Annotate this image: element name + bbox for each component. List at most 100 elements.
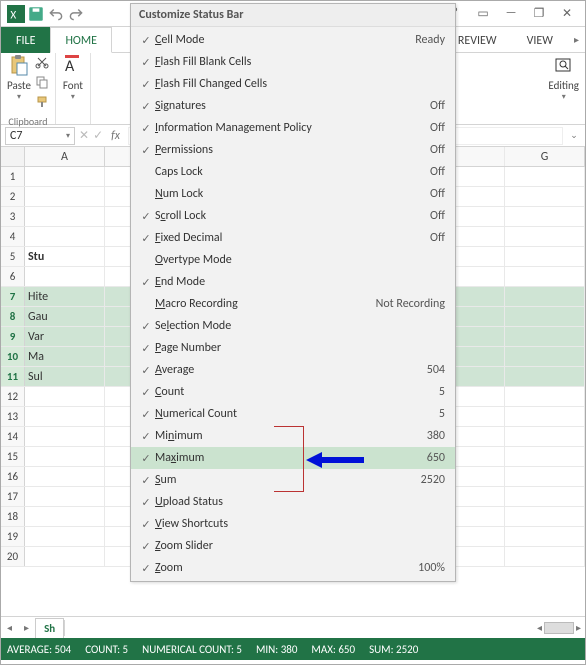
cell[interactable]: Var: [25, 327, 105, 346]
font-button[interactable]: A Font ▾: [62, 55, 84, 102]
row-header[interactable]: 17: [1, 487, 25, 506]
cell[interactable]: [505, 447, 585, 466]
status-bar-menu-item[interactable]: ✓Fixed DecimalOff: [131, 227, 455, 249]
row-header[interactable]: 1: [1, 167, 25, 186]
cut-icon[interactable]: [35, 55, 49, 73]
cell[interactable]: [505, 167, 585, 186]
cell[interactable]: Sul: [25, 367, 105, 386]
status-bar-menu-item[interactable]: Caps LockOff: [131, 161, 455, 183]
cell[interactable]: Gau: [25, 307, 105, 326]
scroll-thumb[interactable]: [544, 622, 574, 634]
fx-icon[interactable]: fx: [107, 129, 124, 143]
editing-button[interactable]: Editing ▾: [548, 55, 579, 102]
cell[interactable]: [505, 247, 585, 266]
redo-icon[interactable]: [67, 5, 85, 23]
row-header[interactable]: 20: [1, 547, 25, 566]
status-bar-menu-item[interactable]: ✓Average504: [131, 359, 455, 381]
row-header[interactable]: 12: [1, 387, 25, 406]
status-bar-menu-item[interactable]: ✓End Mode: [131, 271, 455, 293]
cell[interactable]: [505, 407, 585, 426]
cell[interactable]: [505, 507, 585, 526]
cell[interactable]: [505, 467, 585, 486]
cell[interactable]: [25, 227, 105, 246]
status-bar-menu-item[interactable]: ✓Numerical Count5: [131, 403, 455, 425]
customize-status-bar-menu[interactable]: Customize Status Bar ✓Cell ModeReady✓Fla…: [130, 3, 456, 582]
row-header[interactable]: 10: [1, 347, 25, 366]
paste-button[interactable]: Paste ▾: [7, 55, 31, 102]
cell[interactable]: [505, 547, 585, 566]
cell[interactable]: [505, 367, 585, 386]
format-painter-icon[interactable]: [35, 95, 49, 113]
row-header[interactable]: 16: [1, 467, 25, 486]
cell[interactable]: [25, 167, 105, 186]
cell[interactable]: [505, 387, 585, 406]
row-header[interactable]: 4: [1, 227, 25, 246]
cell[interactable]: Stu: [25, 247, 105, 266]
status-bar-menu-item[interactable]: Num LockOff: [131, 183, 455, 205]
cell[interactable]: [25, 527, 105, 546]
status-bar-menu-item[interactable]: ✓Zoom Slider: [131, 535, 455, 557]
row-header[interactable]: 9: [1, 327, 25, 346]
cell[interactable]: [25, 427, 105, 446]
cell[interactable]: [25, 387, 105, 406]
cell[interactable]: [505, 527, 585, 546]
cell[interactable]: [505, 287, 585, 306]
cell[interactable]: [25, 447, 105, 466]
ribbon-display-icon[interactable]: ▭: [473, 6, 493, 21]
cancel-icon[interactable]: ✕: [79, 128, 89, 143]
status-bar-menu-item[interactable]: ✓Scroll LockOff: [131, 205, 455, 227]
status-bar-menu-item[interactable]: ✓Information Management PolicyOff: [131, 117, 455, 139]
copy-icon[interactable]: [35, 75, 49, 93]
status-bar-menu-item[interactable]: ✓Flash Fill Changed Cells: [131, 73, 455, 95]
cell[interactable]: [505, 347, 585, 366]
row-header[interactable]: 13: [1, 407, 25, 426]
cell[interactable]: [25, 187, 105, 206]
status-bar[interactable]: AVERAGE: 504 COUNT: 5 NUMERICAL COUNT: 5…: [1, 638, 585, 660]
column-header[interactable]: G: [505, 147, 585, 166]
row-header[interactable]: 5: [1, 247, 25, 266]
tab-home[interactable]: HOME: [50, 27, 112, 53]
horizontal-scrollbar[interactable]: ◂ ▸: [64, 620, 585, 636]
status-bar-menu-item[interactable]: ✓Page Number: [131, 337, 455, 359]
row-header[interactable]: 7: [1, 287, 25, 306]
scroll-right-icon[interactable]: ▸: [576, 621, 581, 634]
cell[interactable]: [505, 327, 585, 346]
row-header[interactable]: 2: [1, 187, 25, 206]
scroll-left-icon[interactable]: ◂: [537, 621, 542, 634]
chevron-down-icon[interactable]: ▾: [66, 131, 70, 141]
cell[interactable]: [25, 547, 105, 566]
status-bar-menu-item[interactable]: ✓Count5: [131, 381, 455, 403]
status-bar-menu-item[interactable]: ✓PermissionsOff: [131, 139, 455, 161]
row-header[interactable]: 6: [1, 267, 25, 286]
select-all-triangle[interactable]: [1, 147, 25, 166]
column-header[interactable]: A: [25, 147, 105, 166]
cell[interactable]: [25, 467, 105, 486]
tab-scroll-right[interactable]: ▸: [568, 33, 585, 46]
tab-view[interactable]: VIEW: [512, 27, 568, 53]
row-header[interactable]: 15: [1, 447, 25, 466]
cell[interactable]: Ma: [25, 347, 105, 366]
status-bar-menu-item[interactable]: ✓Selection Mode: [131, 315, 455, 337]
enter-icon[interactable]: ✓: [93, 128, 103, 143]
cell[interactable]: [505, 487, 585, 506]
cell[interactable]: [25, 267, 105, 286]
tab-file[interactable]: FILE: [1, 27, 50, 53]
row-header[interactable]: 8: [1, 307, 25, 326]
row-header[interactable]: 3: [1, 207, 25, 226]
row-header[interactable]: 11: [1, 367, 25, 386]
cell[interactable]: Hite: [25, 287, 105, 306]
status-bar-menu-item[interactable]: ✓SignaturesOff: [131, 95, 455, 117]
row-header[interactable]: 19: [1, 527, 25, 546]
cell[interactable]: [505, 307, 585, 326]
status-bar-menu-item[interactable]: ✓View Shortcuts: [131, 513, 455, 535]
cell[interactable]: [25, 207, 105, 226]
status-bar-menu-item[interactable]: ✓Upload Status: [131, 491, 455, 513]
restore-icon[interactable]: ❐: [529, 6, 549, 21]
name-box[interactable]: C7 ▾: [5, 127, 75, 145]
sheet-nav-first-icon[interactable]: ◂: [1, 621, 18, 634]
cell[interactable]: [25, 507, 105, 526]
save-icon[interactable]: [27, 5, 45, 23]
status-bar-menu-item[interactable]: Macro RecordingNot Recording: [131, 293, 455, 315]
sheet-tab[interactable]: Sh: [35, 618, 64, 638]
sheet-nav-prev-icon[interactable]: ▸: [18, 621, 35, 634]
